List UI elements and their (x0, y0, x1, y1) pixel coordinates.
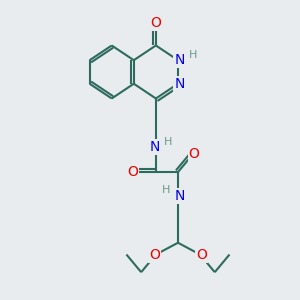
Text: N: N (174, 77, 184, 91)
Text: N: N (174, 53, 184, 67)
Text: O: O (189, 147, 200, 161)
Text: H: H (161, 185, 170, 195)
Text: O: O (151, 16, 161, 30)
Text: O: O (127, 165, 138, 179)
Text: N: N (149, 140, 160, 154)
Text: H: H (189, 50, 197, 60)
Text: O: O (196, 248, 207, 262)
Text: N: N (174, 189, 184, 202)
Text: O: O (149, 248, 160, 262)
Text: H: H (164, 137, 172, 147)
